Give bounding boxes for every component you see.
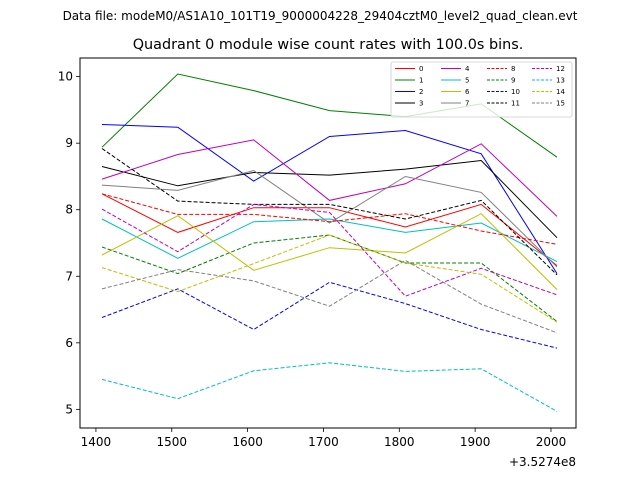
series-line-13 bbox=[101, 362, 558, 412]
x-tick-label: 1700 bbox=[308, 435, 339, 449]
series-line-5 bbox=[101, 218, 558, 263]
y-tick-label: 5 bbox=[65, 402, 73, 416]
legend-label-4: 4 bbox=[465, 65, 470, 73]
legend-label-7: 7 bbox=[465, 100, 469, 108]
legend-label-1: 1 bbox=[419, 77, 423, 85]
series-line-2 bbox=[101, 124, 558, 274]
x-axis-offset-text: +3.5274e8 bbox=[509, 455, 576, 469]
series-line-10 bbox=[101, 281, 558, 349]
y-tick-label: 7 bbox=[65, 269, 73, 283]
x-axis-ticks: 1400 1500 1600 1700 1800 1900 2000 bbox=[81, 428, 567, 449]
series-line-9 bbox=[101, 234, 558, 322]
legend-label-5: 5 bbox=[465, 77, 469, 85]
y-tick-label: 10 bbox=[58, 70, 73, 84]
legend-label-15: 15 bbox=[556, 100, 565, 108]
legend-label-12: 12 bbox=[556, 65, 565, 73]
y-tick-label: 9 bbox=[65, 136, 73, 150]
y-tick-label: 6 bbox=[65, 336, 73, 350]
series-line-15 bbox=[101, 259, 558, 334]
legend-label-14: 14 bbox=[556, 88, 565, 96]
series-line-6 bbox=[101, 213, 558, 290]
series-line-4 bbox=[101, 139, 558, 217]
legend-label-2: 2 bbox=[419, 88, 423, 96]
y-axis-ticks: 5 6 7 8 9 10 bbox=[58, 70, 80, 416]
legend-label-9: 9 bbox=[511, 77, 515, 85]
series-line-7 bbox=[101, 169, 558, 268]
legend-label-8: 8 bbox=[511, 65, 515, 73]
x-tick-label: 1800 bbox=[384, 435, 415, 449]
x-tick-label: 2000 bbox=[536, 435, 567, 449]
series-line-8 bbox=[101, 193, 558, 245]
plot-area-frame bbox=[79, 57, 577, 429]
legend-label-6: 6 bbox=[465, 88, 470, 96]
legend-label-3: 3 bbox=[419, 100, 423, 108]
series-line-11 bbox=[101, 148, 558, 276]
plot-lines bbox=[101, 73, 558, 412]
series-line-12 bbox=[101, 203, 558, 297]
series-line-14 bbox=[101, 234, 558, 323]
legend-label-0: 0 bbox=[419, 65, 423, 73]
chart-title: Quadrant 0 module wise count rates with … bbox=[133, 37, 524, 53]
data-file-suptitle: Data file: modeM0/AS1A10_101T19_90000042… bbox=[63, 9, 578, 23]
x-tick-label: 1500 bbox=[156, 435, 187, 449]
series-line-0 bbox=[101, 193, 558, 266]
x-tick-label: 1400 bbox=[81, 435, 112, 449]
legend-box bbox=[390, 61, 573, 118]
y-tick-label: 8 bbox=[65, 203, 73, 217]
legend-label-13: 13 bbox=[556, 77, 565, 85]
legend-label-10: 10 bbox=[511, 88, 520, 96]
x-tick-label: 1900 bbox=[460, 435, 491, 449]
series-line-3 bbox=[101, 159, 558, 239]
x-tick-label: 1600 bbox=[232, 435, 263, 449]
legend-label-11: 11 bbox=[511, 100, 520, 108]
